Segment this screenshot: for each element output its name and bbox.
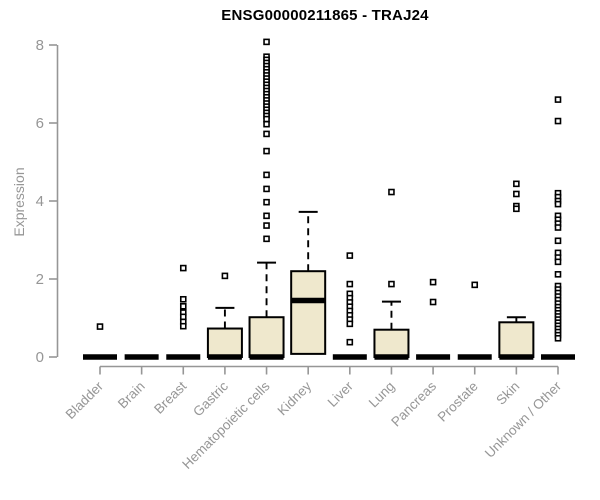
chart-title: ENSG00000211865 - TRAJ24 — [221, 7, 429, 24]
outlier-point — [513, 205, 520, 213]
outlier-point — [263, 130, 270, 138]
y-tick-label: 8 — [36, 37, 44, 54]
y-tick-label: 2 — [36, 271, 44, 288]
x-tick-label: Prostate — [435, 379, 481, 425]
outlier-point — [554, 334, 562, 342]
x-tick-label: Kidney — [275, 378, 315, 418]
outlier-point — [263, 212, 270, 220]
outlier-point — [179, 264, 187, 272]
outlier-point — [263, 38, 270, 46]
outlier-point — [263, 120, 270, 128]
outlier-point — [429, 278, 437, 286]
outlier-point — [263, 222, 270, 229]
outlier-point — [263, 171, 270, 179]
outlier-point — [346, 252, 354, 259]
outlier-point — [554, 96, 562, 103]
x-tick-label: Brain — [115, 379, 148, 412]
outlier-point — [513, 180, 520, 188]
outlier-point — [513, 190, 520, 198]
outlier-point — [263, 147, 270, 155]
box — [248, 316, 285, 358]
box — [206, 327, 243, 358]
outlier-point — [221, 272, 229, 280]
box — [498, 321, 535, 359]
outlier-point — [346, 320, 354, 328]
x-tick-label: Pancreas — [388, 378, 439, 429]
x-tick-label: Liver — [325, 378, 357, 410]
outlier-point — [554, 237, 562, 245]
outlier-point — [554, 258, 562, 266]
outlier-point — [554, 271, 562, 278]
outlier-point — [263, 235, 270, 243]
x-tick-label: Bladder — [63, 378, 107, 422]
outlier-point — [263, 185, 270, 193]
outlier-point — [96, 323, 104, 330]
y-tick-label: 6 — [36, 115, 44, 132]
outlier-point — [471, 281, 479, 289]
x-tick-label: Breast — [151, 378, 189, 416]
y-tick-label: 4 — [36, 193, 44, 210]
outlier-point — [179, 302, 187, 310]
x-tick-label: Skin — [493, 379, 522, 408]
outlier-point — [263, 115, 270, 123]
outlier-point — [429, 298, 437, 306]
outlier-point — [179, 295, 187, 303]
outlier-point — [179, 322, 187, 330]
outlier-point — [346, 280, 354, 288]
box — [373, 328, 410, 359]
x-tick-label: Unknown / Other — [482, 378, 565, 461]
x-tick-label: Gastric — [190, 378, 231, 419]
y-tick-label: 0 — [36, 349, 44, 366]
outlier-point — [554, 224, 562, 231]
x-tick-label: Lung — [366, 379, 398, 411]
outlier-point — [554, 117, 562, 125]
outlier-point — [388, 188, 395, 196]
outlier-point — [388, 280, 395, 288]
outlier-point — [263, 198, 270, 206]
box — [290, 270, 327, 355]
outlier-point — [554, 200, 562, 208]
outlier-point — [179, 313, 187, 321]
outlier-point — [346, 338, 354, 346]
